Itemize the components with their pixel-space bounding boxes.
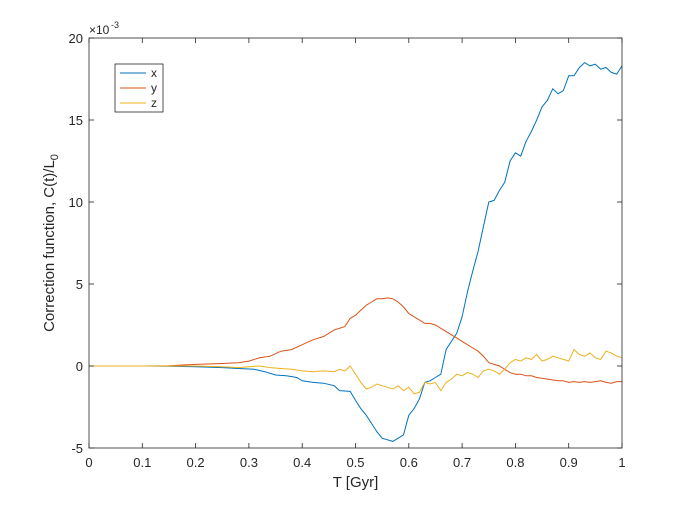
x-axis-label: T [Gyr] (333, 474, 379, 491)
legend-item-y: y (120, 81, 157, 95)
legend-label-x: x (151, 66, 157, 80)
x-tick-label: 0.7 (453, 455, 471, 470)
legend-label-y: y (151, 81, 157, 95)
y-tick-label: 5 (76, 277, 83, 292)
y-tick-label: 20 (69, 31, 83, 46)
series-line-y (89, 297, 622, 384)
series-line-x (89, 61, 623, 442)
series-line-z (89, 348, 623, 395)
x-tick-label: 0.5 (346, 455, 364, 470)
x-ticks: 0 0.1 0.2 0.3 0.4 0.5 0.6 0.7 0.8 0.9 1 (85, 38, 626, 470)
x-tick-label: 0.9 (560, 455, 578, 470)
legend: x y z (114, 63, 164, 113)
y-axis-label-group: Correction function, C(t)/L0 (41, 154, 61, 332)
plot-area (89, 38, 622, 448)
x-tick-label: 0.4 (293, 455, 311, 470)
legend-item-z: z (120, 96, 157, 110)
x-tick-label: 1 (618, 455, 625, 470)
y-multiplier-base: ×10 (89, 23, 110, 37)
y-ticks: -5 0 5 10 15 20 (69, 31, 622, 456)
y-axis-label-subscript: 0 (49, 154, 61, 160)
x-tick-label: 0.6 (400, 455, 418, 470)
legend-label-z: z (151, 96, 157, 110)
y-multiplier-exponent: -3 (111, 20, 119, 30)
y-axis-label-main: Correction function, C(t)/L (41, 160, 58, 332)
y-tick-label: 15 (69, 113, 83, 128)
x-tick-label: 0.2 (187, 455, 205, 470)
x-tick-label: 0.1 (133, 455, 151, 470)
y-axis-label: Correction function, C(t)/L0 (41, 154, 61, 332)
y-tick-label: 10 (69, 195, 83, 210)
y-tick-label: -5 (71, 441, 83, 456)
x-tick-label: 0 (85, 455, 92, 470)
legend-item-x: x (120, 66, 157, 80)
x-tick-label: 0.3 (240, 455, 258, 470)
x-tick-label: 0.8 (506, 455, 524, 470)
y-tick-label: 0 (76, 359, 83, 374)
series-layer (89, 61, 623, 442)
